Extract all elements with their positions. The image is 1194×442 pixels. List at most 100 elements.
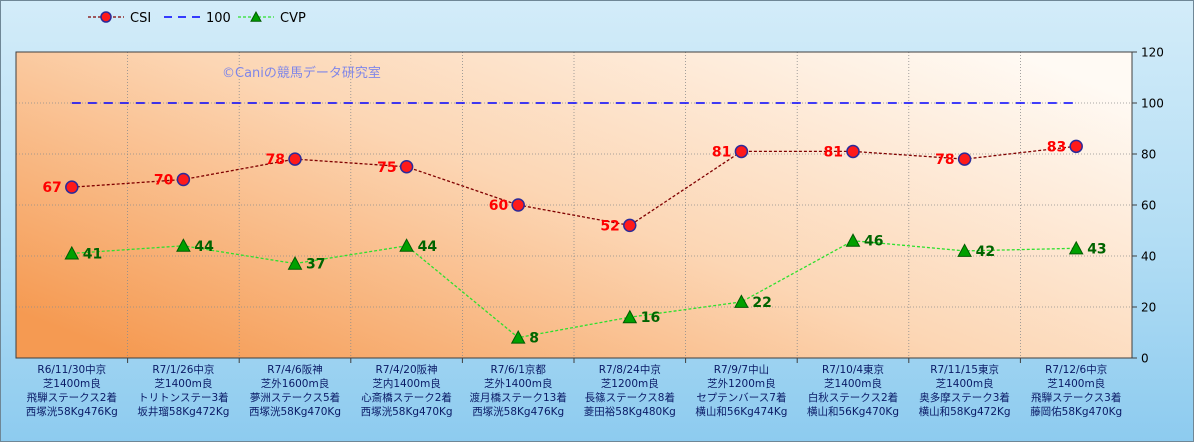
axes: 0 20 40 60 80 100 120 R6/11/30中京芝1400m良飛騨ステークス2… [26, 46, 1164, 419]
series-csi-data-label: 70 [154, 173, 174, 189]
y-tick-label: 60 [1141, 199, 1156, 213]
series-cvp-data-label: 8 [529, 331, 539, 347]
x-category-label: R6/11/30中京 [37, 363, 106, 376]
series-cvp-marker [510, 330, 526, 344]
x-category-label: 芝1400m良 [1047, 377, 1105, 390]
series-csi-marker [1069, 139, 1083, 154]
x-category-label: 飛騨ステークス3着 [1031, 391, 1121, 404]
watermark: ©Caniの競馬データ研究室 [222, 65, 381, 81]
x-category-label: R7/11/15東京 [930, 363, 999, 376]
legend: CSI 100 CVP [88, 10, 306, 26]
legend-label: CSI [130, 11, 151, 26]
series-csi-data-label: 78 [266, 152, 285, 168]
series-csi-marker [176, 172, 191, 187]
legend-label: 100 [206, 11, 231, 26]
series-cvp-data-label: 41 [83, 246, 102, 262]
x-category-label: R7/4/6阪神 [267, 363, 322, 376]
y-tick-label: 120 [1141, 46, 1164, 60]
series-cvp-marker [622, 309, 638, 324]
series-csi-data-label: 81 [712, 144, 731, 160]
series-cvp-marker [287, 256, 303, 270]
series-cvp-marker [176, 238, 191, 252]
x-category-label: 芝1200m良 [601, 377, 659, 390]
x-category-label: 芝内1400m良 [372, 377, 440, 390]
x-category-label: 横山和58Kg472Kg [919, 405, 1011, 418]
series-csi-data-label: 52 [600, 218, 619, 234]
x-category-label: 横山和56Kg474Kg [695, 405, 787, 418]
series-csi-line [71, 145, 1077, 227]
series-cvp-data-label: 37 [306, 257, 325, 273]
x-category-label: 菱田裕58Kg480Kg [584, 405, 676, 418]
x-category-label: 芝外1200m良 [707, 377, 775, 390]
x-category-label: 夢洲ステークス5着 [250, 391, 340, 404]
x-category-label: R7/1/26中京 [152, 363, 214, 376]
series-cvp-marker [1068, 240, 1084, 255]
series-csi-marker [623, 218, 637, 233]
x-category-label: 西塚洸58Kg476Kg [472, 405, 564, 418]
x-category-label: 芝1400m良 [936, 377, 994, 390]
series-cvp-marker [399, 238, 414, 252]
series-marks: 67 70 78 75 60 52 81 81 78 83 41 44 37 44 8 16 22 46 42 43 [42, 102, 1107, 347]
series-csi-marker [65, 180, 79, 194]
series-csi-marker [288, 152, 302, 166]
series-csi-marker [734, 144, 749, 159]
legend-item-csi: CSI [88, 11, 151, 26]
x-category-label: 横山和56Kg470Kg [807, 405, 899, 418]
legend-marker [100, 11, 112, 23]
series-cvp-data-label: 44 [418, 239, 438, 255]
y-tick-label: 0 [1141, 352, 1149, 366]
x-category-label: 芝1400m良 [824, 377, 882, 390]
x-category-label: R7/4/20阪神 [376, 363, 438, 376]
series-cvp-marker [64, 245, 80, 260]
x-category-label: R7/6/1京都 [490, 363, 546, 376]
series-csi-data-label: 78 [935, 152, 954, 168]
legend-label: CVP [280, 11, 306, 26]
x-category-label: 西塚洸58Kg470Kg [249, 405, 341, 418]
x-category-label: 飛騨ステークス2着 [27, 391, 117, 404]
x-category-label: 芝1400m良 [43, 377, 101, 390]
series-csi-marker [511, 198, 525, 212]
series-cvp-data-label: 22 [752, 295, 771, 311]
legend-marker [250, 10, 262, 22]
series-cvp-data-label: 43 [1087, 241, 1106, 257]
x-category-label: 芝1400m良 [154, 377, 212, 390]
series-cvp-marker [734, 294, 749, 308]
x-category-label: 西塚洸58Kg476Kg [26, 405, 118, 418]
series-cvp-data-label: 42 [976, 244, 995, 260]
x-category-label: 心斎橋ステーク2着 [361, 391, 452, 404]
x-category-label: R7/8/24中京 [599, 363, 661, 376]
series-csi-marker [399, 160, 414, 174]
x-category-label: 芝外1400m良 [484, 377, 552, 390]
x-category-label: トリトンステー3着 [138, 391, 228, 404]
series-cvp-data-label: 46 [864, 234, 883, 250]
series-csi-data-label: 67 [42, 180, 61, 196]
x-category-label: 渡月橋ステーク13着 [470, 391, 567, 404]
series-cvp-line [71, 240, 1077, 339]
series-csi-data-label: 60 [489, 198, 509, 214]
x-category-label: R7/12/6中京 [1045, 363, 1107, 376]
x-category-label: セプテンバース7着 [696, 391, 786, 404]
series-cvp-data-label: 44 [194, 239, 214, 255]
x-category-label: 長篠ステークス8着 [585, 391, 675, 404]
y-tick-label: 40 [1141, 250, 1156, 264]
series-csi-marker [957, 152, 972, 166]
x-category-label: 西塚洸58Kg470Kg [361, 405, 453, 418]
y-tick-label: 100 [1141, 97, 1164, 111]
series-csi-data-label: 83 [1047, 139, 1066, 155]
series-csi-marker [846, 144, 860, 159]
x-category-label: 奥多摩ステーク3着 [919, 391, 1010, 404]
series-csi-data-label: 75 [377, 160, 396, 176]
legend-item-cvp: CVP [238, 10, 306, 26]
x-category-label: 白秋ステークス2着 [808, 391, 898, 404]
y-tick-label: 20 [1141, 301, 1156, 315]
x-category-label: R7/10/4東京 [822, 363, 884, 376]
x-category-label: R7/9/7中山 [714, 363, 769, 376]
x-category-label: 藤岡佑58Kg470Kg [1030, 405, 1122, 418]
series-cvp-data-label: 16 [641, 310, 660, 326]
series-csi-data-label: 81 [824, 144, 843, 160]
legend-item-100: 100 [164, 11, 231, 26]
x-category-label: 芝外1600m良 [261, 377, 329, 390]
y-tick-label: 80 [1141, 148, 1156, 162]
x-category-label: 坂井瑠58Kg472Kg [137, 405, 229, 418]
